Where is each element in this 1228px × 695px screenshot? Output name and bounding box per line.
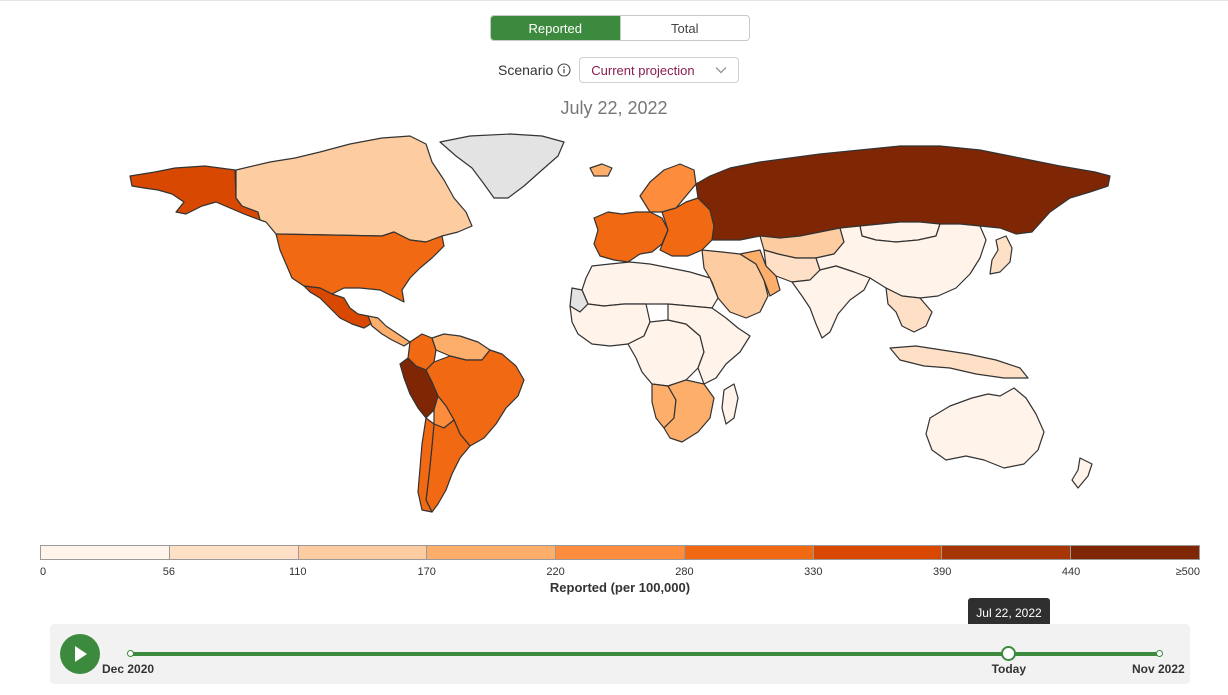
timeline-panel: Dec 2020 Today Nov 2022 <box>50 624 1190 684</box>
legend-ticks: 0 56 110 170 220 280 330 390 440 ≥500 <box>40 566 1200 582</box>
timeline-start-label: Dec 2020 <box>102 662 155 676</box>
legend-tick: 110 <box>288 566 307 578</box>
scenario-row: Scenario Current projection <box>498 57 740 83</box>
legend-tick: 280 <box>675 566 694 578</box>
scenario-select-value: Current projection <box>591 62 695 78</box>
region-southeast-asia[interactable] <box>885 287 933 333</box>
legend-swatch <box>298 546 428 559</box>
region-madagascar[interactable] <box>721 383 739 425</box>
region-mexico[interactable] <box>303 285 375 329</box>
legend-swatch <box>169 546 299 559</box>
info-icon[interactable] <box>557 63 571 77</box>
world-map <box>129 133 1111 513</box>
metric-toggle: Reported Total <box>490 15 750 41</box>
timeline-end-label: Nov 2022 <box>1132 662 1185 676</box>
legend-tick: 220 <box>546 566 565 578</box>
legend-tick: ≥500 <box>1175 566 1200 578</box>
chevron-down-icon <box>715 67 727 74</box>
legend-tick: 0 <box>40 566 47 578</box>
legend-swatch <box>1071 546 1200 559</box>
color-legend: 0 56 110 170 220 280 330 390 440 ≥500 Re… <box>40 545 1200 595</box>
toggle-total-button[interactable]: Total <box>619 16 749 40</box>
region-alaska[interactable] <box>129 165 261 221</box>
legend-color-bar <box>40 545 1200 560</box>
region-south-africa[interactable] <box>663 379 715 443</box>
region-iran[interactable] <box>739 249 781 297</box>
region-japan[interactable] <box>989 235 1013 275</box>
region-greenland[interactable] <box>439 133 565 199</box>
legend-swatch <box>41 546 170 559</box>
region-united-states[interactable] <box>275 231 445 303</box>
timeline-end-dot <box>1156 650 1163 657</box>
timeline-current-label: Today <box>991 662 1027 676</box>
scenario-select[interactable]: Current projection <box>579 57 740 83</box>
region-north-africa[interactable] <box>581 261 719 309</box>
timeline-track[interactable] <box>130 652 1160 656</box>
region-indonesia[interactable] <box>889 345 1029 379</box>
region-iceland[interactable] <box>589 163 613 177</box>
date-title: July 22, 2022 <box>560 98 668 118</box>
legend-tick: 390 <box>933 566 952 578</box>
play-icon <box>75 646 87 662</box>
region-central-america[interactable] <box>367 315 411 347</box>
region-australia[interactable] <box>925 387 1045 469</box>
region-canada[interactable] <box>235 135 473 243</box>
region-new-zealand[interactable] <box>1071 457 1093 489</box>
legend-tick: 56 <box>162 566 175 578</box>
legend-title: Reported (per 100,000) <box>549 580 691 595</box>
toggle-reported-button[interactable]: Reported <box>491 16 620 40</box>
legend-swatch <box>813 546 943 559</box>
legend-tick: 440 <box>1061 566 1081 578</box>
legend-tick: 170 <box>417 566 436 578</box>
legend-swatch <box>427 546 557 559</box>
legend-tick: 330 <box>804 566 823 578</box>
legend-swatch <box>556 546 685 559</box>
region-western-europe[interactable] <box>593 211 669 263</box>
legend-swatch <box>942 546 1072 559</box>
legend-swatch <box>684 546 814 559</box>
region-east-africa[interactable] <box>667 303 751 385</box>
region-india[interactable] <box>791 265 871 339</box>
timeline-start-dot <box>127 650 134 657</box>
region-venezuela[interactable] <box>431 333 491 361</box>
top-rule <box>0 0 1228 1</box>
scenario-label: Scenario <box>498 62 554 78</box>
region-chile[interactable] <box>417 417 435 513</box>
play-button[interactable] <box>60 634 100 674</box>
timeline-handle[interactable] <box>1001 646 1017 661</box>
